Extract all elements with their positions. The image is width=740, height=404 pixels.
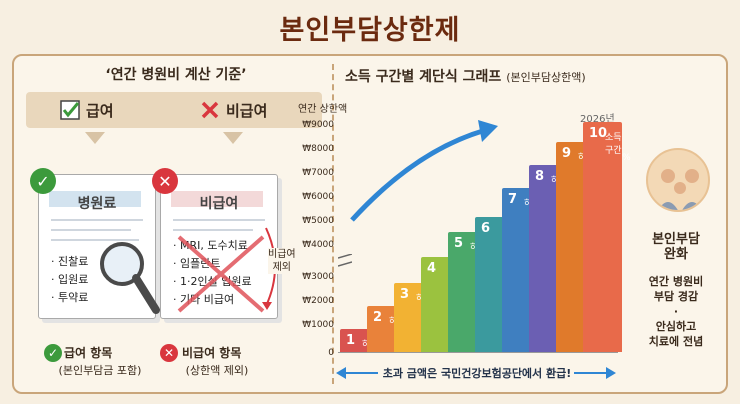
- list-item: · 입원료: [51, 273, 89, 286]
- uncovered-doc-header: 비급여: [199, 196, 239, 212]
- y-tick-label: ₩2000: [302, 296, 334, 306]
- cross-badge-icon: ✕: [160, 344, 178, 362]
- legend-covered-sub: (본인부담금 포함): [58, 364, 142, 377]
- calc-basis-heading: ‘연간 병원비 계산 기준’: [105, 67, 247, 83]
- uncovered-document: 비급여 · MRI, 도수치료 · 임플란트 · 1·2인실 입원료 · 기타 …: [160, 174, 278, 319]
- stair-step-10: 10 소득 구간: [583, 122, 622, 352]
- step-number: 4: [427, 261, 437, 277]
- double-arrow-icon: [336, 365, 616, 381]
- step-number: 3: [400, 287, 410, 302]
- down-arrow-icon: [85, 132, 105, 144]
- family-avatar: [646, 148, 710, 212]
- covered-category: 급여: [60, 96, 114, 124]
- y-tick-label: ₩5000: [302, 216, 334, 226]
- strike-cross-icon: [177, 235, 265, 313]
- step-number: 7: [508, 192, 518, 208]
- down-arrow-icon: [223, 132, 243, 144]
- step-label: 소득 구간: [605, 133, 622, 156]
- legend-uncovered: 비급여 항목: [182, 346, 242, 360]
- y-tick-label: ₩9000: [302, 120, 334, 130]
- check-box-icon: [60, 100, 80, 120]
- list-item: · 임플란트: [173, 257, 221, 270]
- uncovered-label: 비급여: [226, 101, 268, 120]
- y-tick-label: ₩1000: [302, 320, 334, 330]
- relief-title: 본인부담 완화: [652, 232, 700, 262]
- y-tick-label: ₩6000: [302, 192, 334, 202]
- family-icon: [658, 169, 702, 210]
- step-number: 2: [373, 310, 383, 325]
- step-number: 8: [535, 169, 545, 185]
- y-tick-label: ₩7000: [302, 168, 334, 178]
- list-item: · 투약료: [51, 291, 89, 304]
- y-tick-label: ₩3000: [302, 272, 334, 282]
- check-badge-icon: ✓: [44, 344, 62, 362]
- panel-divider: [332, 64, 334, 384]
- cross-icon: [201, 101, 219, 119]
- step-number: 6: [481, 220, 491, 236]
- magnifier-icon: [100, 242, 160, 314]
- y-axis-title: 연간 상한액: [298, 104, 348, 115]
- y-tick-label: 0: [328, 348, 334, 358]
- cross-badge-icon: ✕: [152, 168, 178, 194]
- x-axis: [338, 352, 618, 353]
- chart-heading: 소득 구간별 계단식 그래프 (본인부담상한액): [345, 69, 586, 85]
- step-number: 1: [346, 333, 356, 348]
- covered-items: · 진찰료 · 입원료 · 투약료: [51, 253, 88, 307]
- uncovered-category: 비급여: [200, 96, 267, 124]
- list-item: · 진찰료: [51, 255, 89, 268]
- legend-covered: 급여 항목: [64, 346, 113, 360]
- step-number: 10: [589, 126, 608, 141]
- page-title: 본인부담상한제: [279, 15, 461, 46]
- covered-document: 병원료 · 진찰료 · 입원료 · 투약료: [38, 174, 156, 319]
- covered-label: 급여: [86, 101, 114, 120]
- axis-break-icon: [338, 254, 352, 267]
- step-number: 5: [454, 235, 464, 251]
- covered-doc-header: 병원료: [77, 196, 117, 212]
- y-tick-label: ₩8000: [302, 144, 334, 154]
- relief-text: 연간 병원비 부담 경감 · 안심하고 치료에 전념: [648, 275, 704, 348]
- refund-note: 초과 금액은 국민건강보험공단에서 환급!: [336, 362, 618, 384]
- y-tick-label: ₩4000: [302, 240, 334, 250]
- check-badge-icon: ✓: [30, 168, 56, 194]
- step-number: 9: [562, 146, 572, 162]
- exclude-note: 비급여 제외: [268, 248, 296, 274]
- year-label: 2026년: [580, 114, 615, 125]
- legend-uncovered-sub: (상한액 제외): [185, 364, 249, 377]
